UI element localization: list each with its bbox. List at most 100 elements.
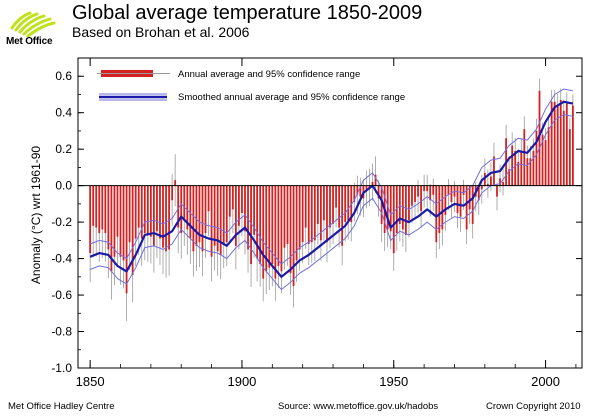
bar-1988	[508, 169, 511, 186]
bar-1911	[274, 185, 277, 279]
bar-1974	[465, 185, 468, 230]
chart-title: Global average temperature 1850-2009	[72, 2, 423, 24]
bar-1921	[304, 185, 307, 228]
bar-1927	[323, 185, 325, 221]
bar-1929	[329, 185, 331, 228]
bar-1961	[426, 185, 429, 192]
bar-1851	[92, 185, 95, 226]
bar-1958	[417, 185, 419, 197]
bar-2000	[544, 140, 547, 186]
bar-1942	[368, 185, 371, 188]
bar-1990	[514, 151, 517, 186]
bar-1904	[253, 185, 255, 235]
bar-1871	[153, 185, 155, 246]
bar-1856	[107, 185, 110, 250]
bar-1986	[502, 182, 504, 186]
bar-1981	[486, 183, 489, 186]
bar-1916	[289, 185, 292, 274]
bar-1931	[335, 185, 337, 208]
y-tick-label: 0.0	[55, 179, 72, 193]
bar-1989	[511, 145, 514, 186]
bar-1973	[462, 185, 465, 195]
bar-1899	[238, 185, 240, 226]
bar-1978	[477, 185, 480, 201]
bar-1952	[398, 185, 401, 224]
bar-1964	[435, 185, 438, 243]
footer-credit: Met Office Hadley Centre	[8, 401, 115, 412]
bar-1924	[313, 185, 316, 241]
legend: Annual average and 95% confidence range …	[97, 69, 405, 103]
bar-1934	[344, 185, 347, 223]
bar-1968	[447, 185, 450, 195]
bar-1956	[411, 185, 413, 206]
bar-1892	[216, 185, 219, 252]
bar-1894	[222, 185, 225, 244]
bar-1858	[113, 185, 116, 257]
bar-1938	[356, 185, 359, 195]
bar-1993	[523, 129, 526, 186]
bar-1898	[234, 185, 237, 246]
bar-1853	[98, 185, 101, 234]
footer-copyright: Crown Copyright 2010	[486, 401, 581, 412]
plot-frame	[77, 57, 583, 369]
bar-1953	[401, 185, 404, 230]
bar-1965	[438, 185, 441, 234]
bar-1875	[165, 185, 167, 252]
bar-1917	[292, 185, 295, 286]
bar-1896	[228, 185, 231, 217]
bar-1995	[529, 158, 532, 186]
bar-1937	[353, 185, 356, 203]
x-tick-label: 1950	[379, 374, 408, 389]
smoothed-line	[89, 100, 574, 278]
bar-1969	[450, 185, 453, 203]
bar-1992	[520, 151, 523, 186]
bar-1862	[125, 185, 128, 294]
bar-1955	[408, 185, 410, 221]
bar-1945	[377, 185, 380, 199]
bar-1879	[177, 185, 180, 228]
y-axis-label: Anomaly (°C) wrt 1961-90	[29, 146, 43, 285]
bar-1915	[286, 185, 289, 244]
bar-1994	[526, 158, 529, 186]
bar-1935	[347, 185, 350, 221]
bar-1928	[326, 185, 328, 243]
bar-1972	[459, 185, 462, 217]
bar-2005	[559, 99, 562, 186]
bar-1919	[298, 185, 301, 250]
bar-1999	[541, 134, 544, 186]
bar-2001	[547, 127, 550, 186]
bar-1907	[262, 185, 265, 279]
x-tick-label: 1850	[76, 374, 105, 389]
bar-1983	[493, 156, 495, 186]
bar-1922	[307, 185, 310, 244]
axes-layer: -1.0 -0.8 -0.6 -0.4 -0.2 0.0 0.2 0.4 0.6 1850 1900…	[51, 57, 583, 389]
bar-2009	[571, 105, 574, 186]
bar-1975	[468, 185, 471, 210]
bar-1926	[319, 185, 322, 241]
bar-1873	[159, 185, 161, 239]
legend-smoothed-label: Smoothed annual average and 95% confiden…	[178, 92, 405, 103]
bar-1913	[280, 185, 283, 272]
bar-1880	[180, 185, 183, 234]
smoothed-band-upper	[89, 88, 573, 265]
y-tick-label: -0.4	[51, 252, 72, 266]
bar-1949	[389, 185, 392, 232]
bar-1861	[122, 185, 125, 261]
bar-1950	[392, 185, 395, 254]
bar-1884	[192, 185, 195, 252]
bar-1876	[168, 185, 170, 250]
bar-1878	[174, 180, 177, 186]
bar-1870	[149, 185, 152, 237]
bar-1984	[496, 185, 498, 197]
bar-2003	[553, 101, 556, 186]
y-tick-label: -0.2	[51, 215, 72, 229]
bar-1967	[444, 185, 447, 215]
bar-1982	[490, 176, 492, 186]
bar-1865	[134, 185, 137, 239]
bar-2008	[568, 129, 571, 186]
bar-1855	[104, 185, 107, 234]
bar-1903	[250, 185, 252, 265]
bar-1869	[146, 185, 149, 235]
bar-1860	[119, 185, 122, 257]
bar-1997	[535, 130, 538, 186]
